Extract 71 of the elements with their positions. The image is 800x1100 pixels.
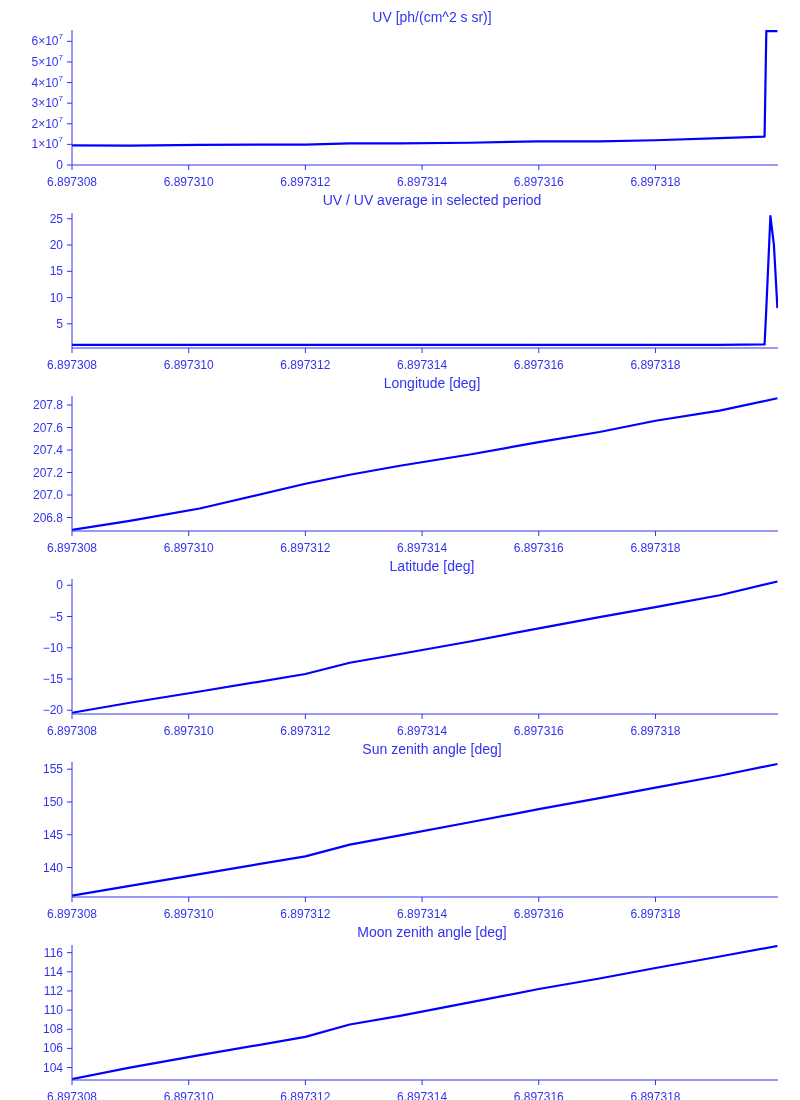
y-tick-label: 4×10$^{7}$: [31, 73, 64, 90]
y-tick-label: 5: [56, 316, 64, 331]
x-tick-label: 6.897310: [163, 541, 215, 555]
x-tick-label: 6.897308: [46, 907, 98, 921]
x-tick-label: 6.897316: [513, 724, 565, 738]
y-tick-label: 25: [49, 211, 64, 226]
y-tick-label: −20: [42, 703, 64, 718]
y-tick-label: 116: [43, 945, 64, 960]
x-tick-label: 6.897310: [163, 358, 215, 372]
y-tick-label: −10: [42, 640, 64, 655]
y-tick-label: 207.2: [32, 465, 64, 480]
y-tick-label: 10: [49, 290, 64, 305]
x-tick-label: 6.897318: [630, 358, 681, 372]
chart-title: Sun zenith angle [deg]: [361, 740, 503, 758]
x-tick-label: 6.897316: [513, 541, 565, 555]
y-tick-label: 104: [42, 1060, 64, 1075]
x-tick-label: 6.897312: [280, 724, 331, 738]
y-tick-label: 108: [42, 1022, 64, 1037]
x-tick-label: 6.897312: [280, 541, 331, 555]
y-tick-label: 207.6: [32, 420, 64, 435]
x-tick-label: 6.897312: [280, 358, 331, 372]
y-tick-label: 5×10$^{7}$: [31, 52, 64, 69]
x-tick-label: 6.897308: [46, 724, 98, 738]
y-tick-label: 0: [56, 578, 64, 593]
y-tick-label: −5: [49, 609, 64, 624]
x-tick-label: 6.897314: [397, 907, 448, 921]
chart-title: UV / UV average in selected period: [321, 191, 543, 209]
x-tick-label: 6.897314: [397, 358, 448, 372]
y-tick-label: 206.8: [32, 510, 64, 525]
x-tick-label: 6.897312: [280, 907, 331, 921]
x-tick-label: 6.897310: [163, 724, 215, 738]
line-series: [72, 30, 778, 147]
y-tick-label: 3×10$^{7}$: [31, 94, 64, 111]
y-tick-label: 110: [43, 1003, 64, 1018]
y-tick-label: 15: [49, 264, 64, 279]
y-tick-label: 155: [42, 762, 64, 777]
y-tick-label: 2×10$^{7}$: [31, 114, 64, 131]
y-tick-label: 207.4: [32, 443, 64, 457]
y-tick-label: 207.0: [32, 488, 64, 502]
x-tick-label: 6.897312: [280, 175, 331, 189]
chart-title: Latitude [deg]: [388, 557, 476, 575]
y-tick-label: 106: [42, 1041, 64, 1056]
x-tick-label: 6.897316: [513, 175, 565, 189]
x-tick-label: 6.897316: [513, 907, 565, 921]
chart-title: Longitude [deg]: [382, 374, 482, 392]
y-tick-label: 6×10$^{7}$: [31, 32, 64, 49]
y-tick-label: 1×10$^{7}$: [31, 135, 64, 152]
y-tick-label: 150: [42, 794, 64, 809]
y-tick-label: 0: [56, 158, 64, 172]
y-tick-label: 20: [49, 238, 64, 253]
x-tick-label: 6.897314: [397, 724, 448, 738]
y-tick-label: 145: [42, 827, 64, 842]
y-tick-label: −15: [42, 672, 64, 686]
x-tick-label: 6.897310: [163, 175, 215, 189]
x-tick-label: 6.897308: [46, 541, 98, 555]
x-tick-label: 6.897310: [163, 907, 215, 921]
y-tick-label: 207.8: [32, 398, 64, 412]
x-tick-label: 6.897308: [46, 358, 98, 372]
x-tick-label: 6.897318: [630, 541, 681, 555]
y-tick-label: 112: [43, 983, 64, 998]
x-tick-label: 6.897318: [630, 724, 681, 738]
x-tick-label: 6.897314: [397, 175, 448, 189]
x-tick-label: 6.897316: [513, 358, 565, 372]
x-tick-label: 6.897318: [630, 907, 681, 921]
x-tick-label: 6.897308: [46, 175, 98, 189]
x-tick-label: 6.897318: [630, 175, 681, 189]
x-tick-label: 6.897314: [397, 541, 448, 555]
y-tick-label: 140: [42, 860, 64, 875]
chart-title: UV [ph/(cm^2 s sr)]: [371, 8, 493, 26]
chart-title: Moon zenith angle [deg]: [356, 923, 508, 941]
y-tick-label: 114: [43, 964, 64, 979]
